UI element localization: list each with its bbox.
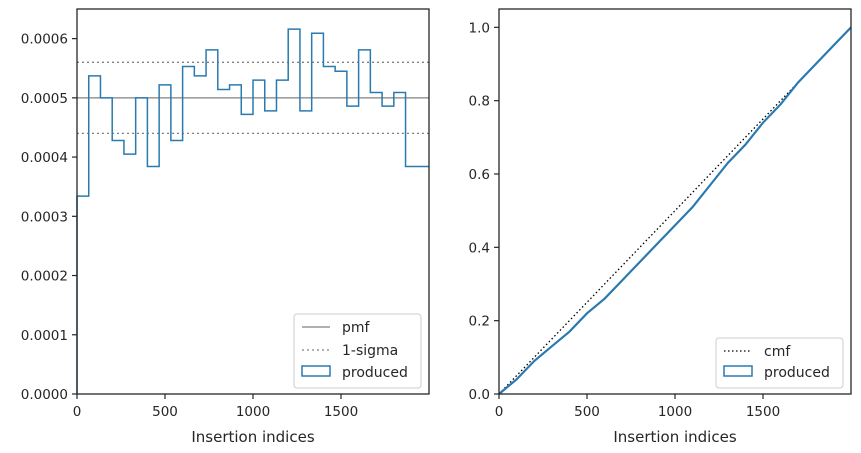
y-tick-label: 0.0006 bbox=[21, 32, 68, 48]
x-axis-ticks: 0 500 1000 1500 bbox=[73, 394, 358, 420]
x-tick-label: 500 bbox=[152, 404, 178, 420]
y-tick-label: 1.0 bbox=[469, 20, 490, 36]
x-tick-label: 0 bbox=[495, 404, 504, 420]
legend-label-cmf: cmf bbox=[764, 344, 791, 360]
panel-cumulative: 0.0 0.2 0.4 0.6 0.8 1.0 0 500 1000 1500 Insertio… bbox=[469, 8, 852, 446]
y-tick-label: 0.0001 bbox=[21, 328, 68, 344]
y-tick-label: 0.4 bbox=[469, 240, 490, 256]
x-axis-title: Insertion indices bbox=[613, 428, 736, 446]
x-tick-label: 1500 bbox=[324, 404, 358, 420]
legend: cmf produced bbox=[715, 337, 844, 389]
legend-label-sigma: 1-sigma bbox=[342, 343, 398, 359]
x-tick-label: 1500 bbox=[746, 404, 780, 420]
legend-swatch-produced bbox=[301, 365, 331, 377]
x-tick-label: 500 bbox=[574, 404, 600, 420]
histogram-plot-area bbox=[76, 28, 429, 394]
legend-label-produced: produced bbox=[342, 365, 408, 381]
legend-label-produced: produced bbox=[764, 365, 830, 381]
produced-histogram bbox=[76, 28, 429, 394]
legend: pmf 1-sigma produced bbox=[293, 313, 422, 389]
y-tick-label: 0.0002 bbox=[21, 269, 68, 285]
axes-frame bbox=[76, 8, 430, 395]
y-axis-ticks: 0.0 0.2 0.4 0.6 0.8 1.0 bbox=[469, 20, 499, 403]
axes-frame bbox=[498, 8, 852, 395]
y-tick-label: 0.0005 bbox=[21, 91, 68, 107]
y-tick-label: 0.8 bbox=[469, 94, 490, 110]
y-tick-label: 0.6 bbox=[469, 167, 490, 183]
y-tick-label: 0.0004 bbox=[21, 150, 68, 166]
y-tick-label: 0.0003 bbox=[21, 209, 68, 225]
y-tick-label: 0.0000 bbox=[21, 387, 68, 403]
panel-histogram: 0.0000 0.0001 0.0002 0.0003 0.0004 0.0005 0.00… bbox=[21, 8, 430, 446]
x-axis-title: Insertion indices bbox=[191, 428, 314, 446]
cmf-line bbox=[498, 26, 852, 395]
legend-label-pmf: pmf bbox=[342, 320, 371, 336]
y-axis-ticks: 0.0000 0.0001 0.0002 0.0003 0.0004 0.0005 0.00… bbox=[21, 32, 77, 403]
x-tick-label: 0 bbox=[73, 404, 82, 420]
y-tick-label: 0.2 bbox=[469, 314, 490, 330]
x-axis-ticks: 0 500 1000 1500 bbox=[495, 394, 780, 420]
y-tick-label: 0.0 bbox=[469, 387, 490, 403]
x-tick-label: 1000 bbox=[658, 404, 692, 420]
cumulative-plot-area bbox=[498, 26, 852, 395]
x-tick-label: 1000 bbox=[236, 404, 270, 420]
legend-box bbox=[293, 313, 422, 389]
produced-cumulative-line bbox=[498, 26, 852, 395]
legend-swatch-produced bbox=[723, 365, 753, 377]
